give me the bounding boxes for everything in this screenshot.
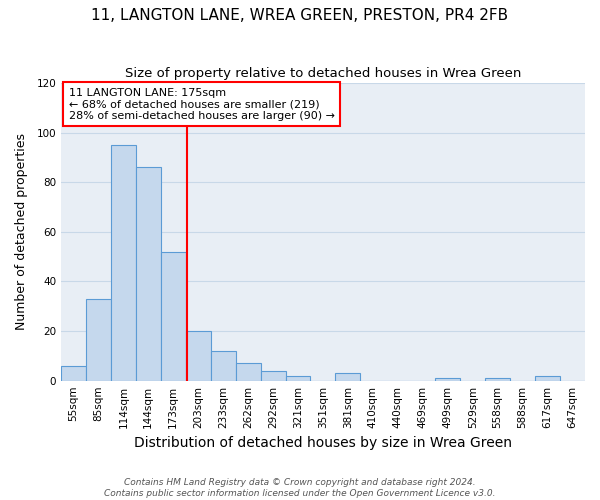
Bar: [211, 351, 236, 380]
Title: Size of property relative to detached houses in Wrea Green: Size of property relative to detached ho…: [125, 68, 521, 80]
Bar: [236, 364, 260, 380]
Bar: [186, 331, 211, 380]
Bar: [161, 252, 186, 380]
Bar: [136, 168, 161, 380]
Bar: [86, 299, 111, 380]
Bar: [535, 376, 560, 380]
Y-axis label: Number of detached properties: Number of detached properties: [15, 134, 28, 330]
Text: Contains HM Land Registry data © Crown copyright and database right 2024.
Contai: Contains HM Land Registry data © Crown c…: [104, 478, 496, 498]
X-axis label: Distribution of detached houses by size in Wrea Green: Distribution of detached houses by size …: [134, 436, 512, 450]
Bar: [435, 378, 460, 380]
Text: 11, LANGTON LANE, WREA GREEN, PRESTON, PR4 2FB: 11, LANGTON LANE, WREA GREEN, PRESTON, P…: [91, 8, 509, 22]
Bar: [61, 366, 86, 380]
Bar: [485, 378, 510, 380]
Bar: [111, 145, 136, 380]
Bar: [335, 373, 361, 380]
Bar: [260, 371, 286, 380]
Bar: [286, 376, 310, 380]
Text: 11 LANGTON LANE: 175sqm
← 68% of detached houses are smaller (219)
28% of semi-d: 11 LANGTON LANE: 175sqm ← 68% of detache…: [69, 88, 335, 120]
